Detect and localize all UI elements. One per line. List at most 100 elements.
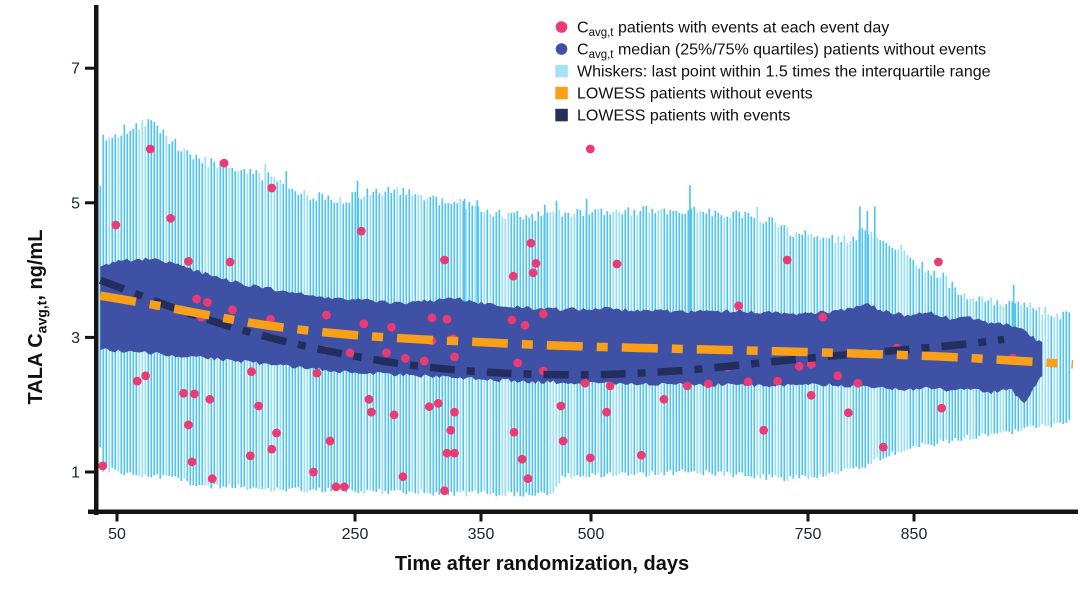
y-tick-label: 3 <box>71 330 80 347</box>
event-dot <box>440 255 449 265</box>
event-dot <box>312 368 322 378</box>
event-dot <box>703 379 713 389</box>
event-dot <box>424 402 434 412</box>
legend-label: Whiskers: last point within 1.5 times th… <box>577 64 991 81</box>
y-tick <box>85 201 94 205</box>
event-dot <box>508 271 518 281</box>
event-dot <box>339 482 349 492</box>
y-axis-title: TALA Cavg,t, ng/mL <box>25 230 50 405</box>
event-dot <box>184 257 193 266</box>
event-dot <box>937 403 946 413</box>
event-dot <box>523 474 533 484</box>
event-dot <box>818 312 828 322</box>
event-dot <box>219 158 229 168</box>
legend-label: LOWESS patients without events <box>577 86 813 103</box>
event-dot <box>659 394 669 404</box>
event-dot <box>111 220 121 230</box>
event-dot <box>509 427 519 437</box>
event-dot <box>878 442 888 452</box>
event-dot <box>427 313 437 323</box>
event-dot <box>440 486 449 496</box>
event-dot <box>387 322 396 332</box>
event-dot <box>759 425 769 435</box>
event-dot <box>205 394 215 404</box>
event-dot <box>743 377 753 387</box>
x-tick-label: 350 <box>468 526 495 543</box>
event-dot <box>272 428 281 438</box>
legend-item-4: LOWESS patients with events <box>555 108 790 125</box>
event-dot <box>605 381 615 391</box>
event-dot <box>132 376 142 386</box>
event-dot <box>192 294 202 304</box>
event-dot <box>612 259 622 269</box>
event-dot <box>806 359 816 369</box>
y-tick-label: 7 <box>71 61 80 78</box>
event-dot <box>580 378 590 388</box>
event-dot <box>225 257 235 267</box>
event-dot <box>442 314 452 324</box>
event-dot <box>184 420 193 430</box>
x-tick-label: 850 <box>901 526 928 543</box>
event-dot <box>325 436 335 446</box>
event-dot <box>517 454 527 464</box>
event-dot <box>359 319 369 329</box>
event-dot <box>450 448 459 458</box>
x-axis-title: Time after randomization, days <box>395 553 689 575</box>
y-axis-line <box>94 5 99 515</box>
legend: Cavg,t patients with events at each even… <box>555 20 991 125</box>
lowess-without-events-line <box>99 291 1074 369</box>
event-dot <box>190 389 199 399</box>
y-tick <box>85 66 94 70</box>
legend-marker-circle <box>555 21 568 33</box>
x-tick <box>912 514 916 522</box>
legend-label: Cavg,t patients with events at each even… <box>577 20 889 40</box>
event-dot <box>247 367 256 377</box>
event-dot <box>398 472 408 482</box>
event-dot <box>267 183 277 193</box>
event-dot <box>267 444 277 454</box>
event-dot <box>450 352 459 362</box>
legend-marker-square <box>555 86 568 100</box>
event-dot <box>446 425 456 435</box>
y-tick <box>85 335 94 339</box>
iqr-band <box>100 257 1043 404</box>
event-dot <box>636 450 646 460</box>
y-tick <box>85 470 94 474</box>
event-dot <box>507 315 517 325</box>
x-tick <box>806 514 810 522</box>
event-dot <box>806 390 816 400</box>
event-dot <box>843 408 853 418</box>
y-tick-label: 5 <box>71 195 80 212</box>
event-dot <box>450 407 459 417</box>
event-dot <box>203 298 212 307</box>
lowess-without-events <box>99 291 1074 369</box>
legend-item-3: LOWESS patients without events <box>555 86 813 103</box>
event-dot <box>585 144 595 154</box>
event-dot <box>934 257 943 267</box>
legend-label: Cavg,t median (25%/75% quartiles) patien… <box>577 42 986 62</box>
event-dot <box>356 226 366 236</box>
event-dot <box>331 482 341 492</box>
event-dot <box>833 371 843 381</box>
event-dot <box>389 410 399 420</box>
event-dot <box>433 399 443 408</box>
event-dot <box>782 255 792 265</box>
event-dot <box>585 453 595 463</box>
event-dot <box>734 301 743 311</box>
event-dot <box>382 348 391 358</box>
event-dot <box>531 259 541 268</box>
legend-marker-square <box>555 64 568 78</box>
legend-item-2: Whiskers: last point within 1.5 times th… <box>555 64 991 81</box>
x-tick <box>479 514 483 522</box>
iqr-band-area <box>100 257 1043 404</box>
event-dot <box>309 467 318 477</box>
event-dot <box>179 388 189 398</box>
x-tick <box>589 514 593 522</box>
event-dot <box>538 309 548 319</box>
event-dot <box>556 401 566 411</box>
event-dot <box>513 358 523 368</box>
legend-marker-circle <box>555 43 568 55</box>
event-dot <box>401 353 410 363</box>
event-dot <box>187 457 197 467</box>
legend-item-0: Cavg,t patients with events at each even… <box>555 20 889 40</box>
